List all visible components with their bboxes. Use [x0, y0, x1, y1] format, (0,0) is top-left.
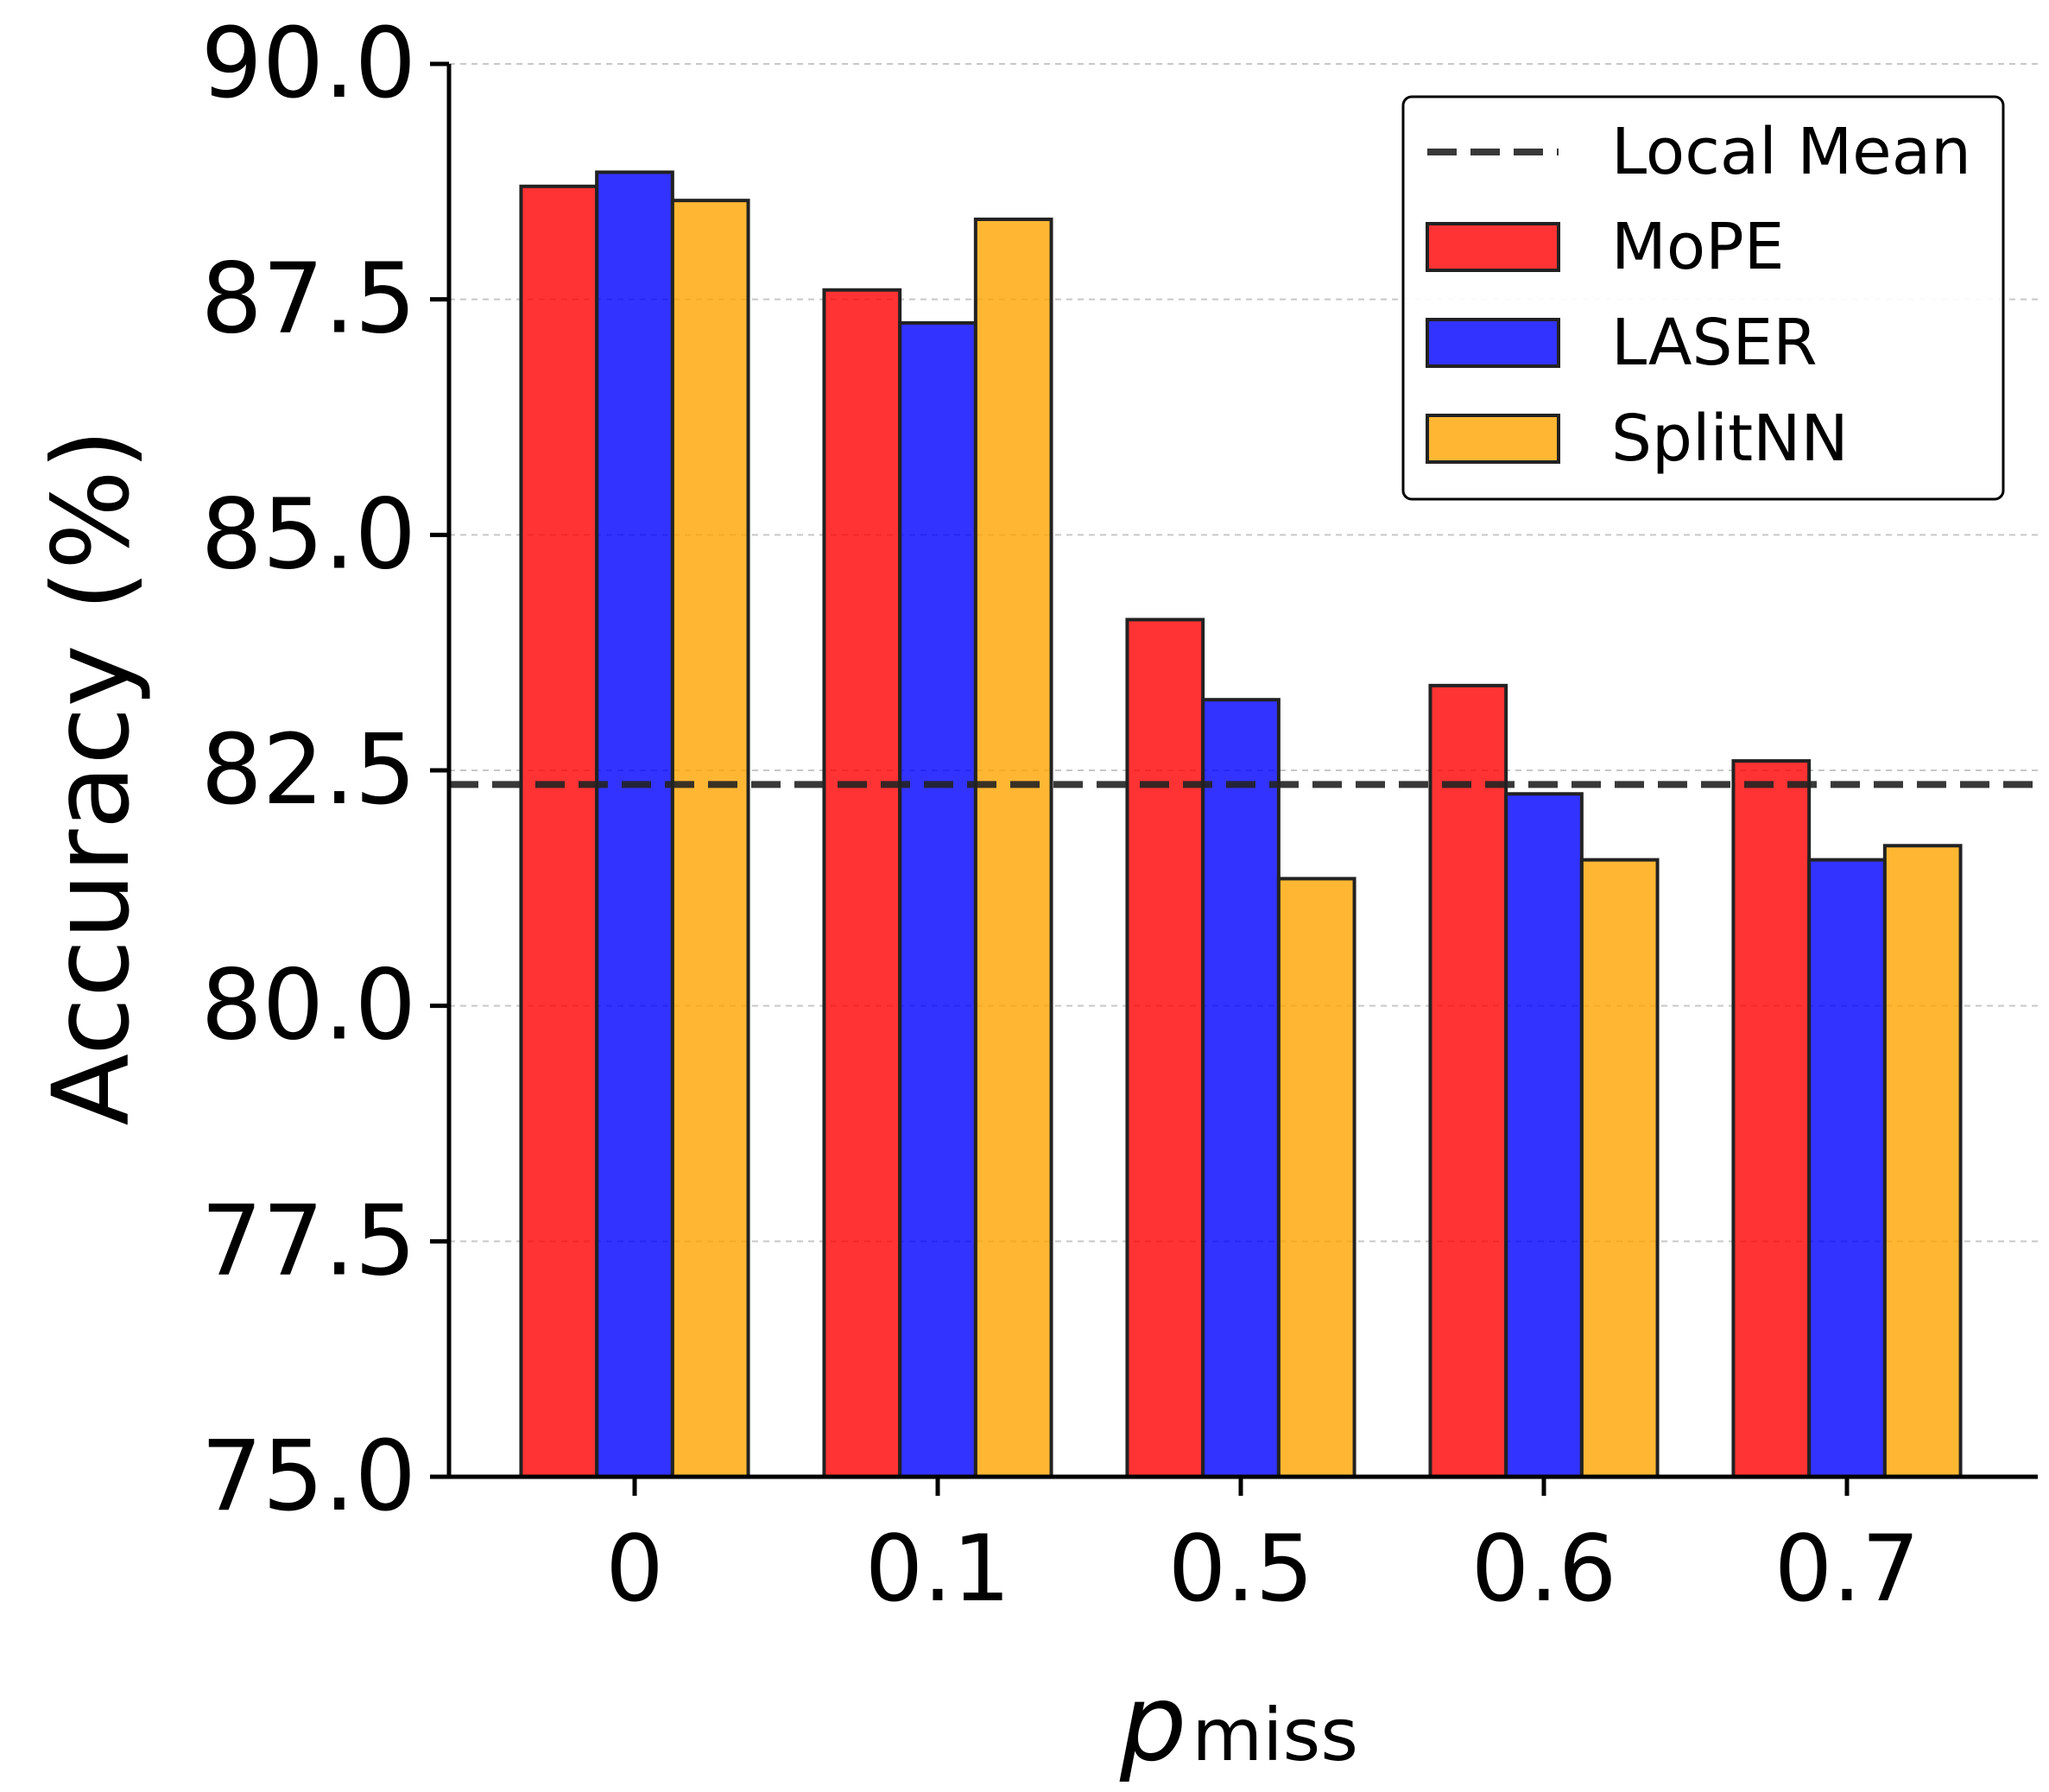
bar-laser-0.1: [898, 320, 977, 1479]
ticks: 75.0 77.5 80.0 82.5 85.0 87.5 90.0 0 0.1 0.5 0.6 0.…: [201, 8, 1920, 1622]
y-tick-label: 87.5: [201, 244, 416, 356]
bar-mope-0.7: [1731, 759, 1812, 1479]
bar-splitnn-0.6: [1579, 858, 1660, 1479]
y-tick-label: 85.0: [201, 478, 416, 591]
legend-box: [1401, 95, 2005, 501]
y-axis-label: Accuracy (%): [30, 429, 153, 1126]
bar-laser-0: [595, 170, 674, 1479]
bar-laser-0.7: [1807, 858, 1887, 1479]
bar-splitnn-0.7: [1882, 844, 1963, 1479]
bar-laser-0.6: [1504, 792, 1584, 1479]
x-tick-label: 0.6: [1471, 1516, 1617, 1622]
x-tick-label: 0.5: [1168, 1516, 1314, 1622]
y-tick-label: 77.5: [201, 1185, 416, 1297]
legend-label: LASER: [1611, 306, 1818, 380]
legend-swatch-laser: [1426, 318, 1560, 368]
x-tick-label: 0: [605, 1516, 663, 1622]
legend-label: Local Mean: [1611, 115, 1971, 189]
legend-swatch-splitnn: [1426, 414, 1560, 464]
x-axis-label: pmiss: [1119, 1662, 1358, 1785]
bar-mope-0.1: [822, 288, 902, 1479]
bar-splitnn-0.1: [973, 217, 1053, 1479]
bar-splitnn-0.5: [1276, 877, 1357, 1479]
legend-label: MoPE: [1611, 210, 1785, 284]
bars: [519, 170, 1963, 1479]
bar-mope-0: [519, 184, 599, 1479]
y-tick-label: 82.5: [201, 714, 416, 826]
bar-laser-0.5: [1201, 698, 1281, 1479]
y-tick-label: 75.0: [201, 1421, 416, 1533]
x-tick-label: 0.1: [865, 1516, 1011, 1622]
y-tick-label: 90.0: [201, 8, 416, 120]
legend: Local Mean MoPE LASER SplitNN: [1401, 95, 2005, 501]
legend-swatch-mope: [1426, 222, 1560, 272]
bar-splitnn-0: [670, 199, 750, 1479]
legend-label: SplitNN: [1611, 402, 1849, 476]
y-tick-label: 80.0: [201, 950, 416, 1062]
bar-mope-0.5: [1125, 617, 1205, 1479]
x-axis-label-main: p: [1119, 1662, 1186, 1785]
bar-mope-0.6: [1428, 683, 1508, 1479]
x-tick-label: 0.7: [1774, 1516, 1920, 1622]
x-axis-label-subscript: miss: [1192, 1693, 1358, 1777]
